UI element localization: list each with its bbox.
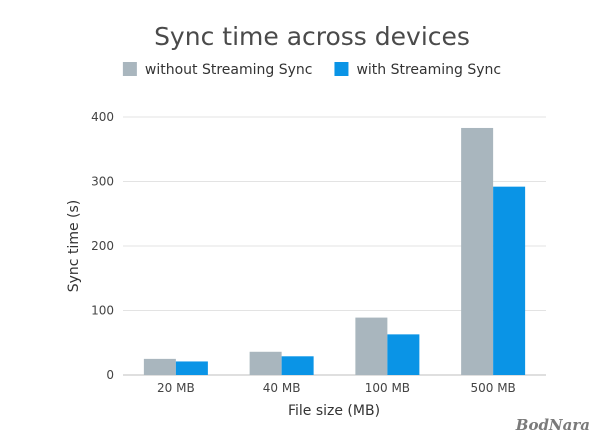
bar-with-40mb [281, 356, 314, 375]
x-tick-labels: 20 MB 40 MB 100 MB 500 MB [157, 381, 516, 395]
y-tick-label: 400 [91, 110, 114, 124]
bar-without-20mb [143, 358, 176, 375]
y-tick-label: 0 [106, 368, 114, 382]
bar-with-100mb [387, 334, 420, 375]
legend: without Streaming Sync with Streaming Syn… [122, 62, 501, 78]
legend-item: without Streaming Sync [122, 62, 313, 78]
y-tick-label: 300 [91, 175, 114, 189]
y-tick-label: 100 [91, 304, 114, 318]
legend-label: without Streaming Sync [145, 62, 313, 78]
legend-label: with Streaming Sync [356, 62, 501, 78]
bar-without-100mb [355, 317, 388, 375]
x-tick-label: 100 MB [365, 381, 410, 395]
legend-swatch [122, 62, 137, 76]
y-tick-label: 200 [91, 239, 114, 253]
legend-item: with Streaming Sync [334, 62, 501, 78]
y-tick-labels: 0 100 200 300 400 [91, 110, 114, 382]
bars [143, 127, 526, 375]
bar-without-40mb [249, 351, 282, 375]
x-tick-label: 40 MB [263, 381, 301, 395]
bar-without-500mb [461, 127, 494, 375]
y-axis-label: Sync time (s) [66, 200, 82, 293]
legend-swatch [334, 62, 349, 76]
x-tick-label: 500 MB [470, 381, 515, 395]
x-tick-label: 20 MB [157, 381, 195, 395]
chart-title: Sync time across devices [154, 22, 470, 51]
watermark: BodNara [515, 416, 590, 434]
bar-with-20mb [175, 361, 208, 375]
bar-with-500mb [493, 186, 526, 375]
x-axis-label: File size (MB) [288, 403, 380, 419]
